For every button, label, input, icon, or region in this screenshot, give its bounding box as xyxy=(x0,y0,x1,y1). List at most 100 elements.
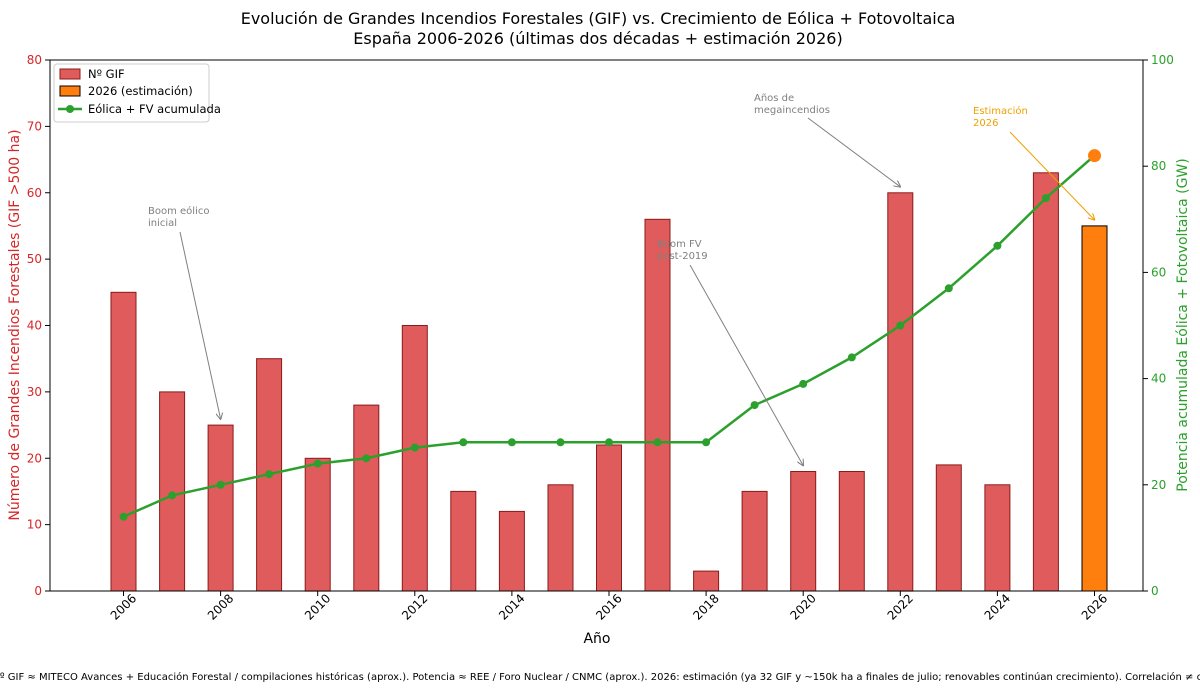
bar-2011 xyxy=(353,404,380,592)
annotation-line-2-1: Boom FV xyxy=(657,239,702,250)
annotation-line-3-1: Años de xyxy=(754,93,794,104)
annotation-line-1-1: Boom eólico xyxy=(148,205,209,217)
line-point-2024 xyxy=(993,241,1002,250)
bar-2020 xyxy=(790,471,817,592)
annotation-group: Boom eólico inicial Boom FV post-2019 Años d… xyxy=(148,93,1095,466)
annotation-line-4-1: Estimación xyxy=(973,105,1028,117)
line-point-2013 xyxy=(459,438,468,447)
bar-2024 xyxy=(984,484,1011,592)
left-y-tick-label-80: 80 xyxy=(27,53,42,67)
bar-2023 xyxy=(935,464,962,592)
legend-label-line: Eólica + FV acumulada xyxy=(88,102,221,116)
x-axis: 2006 2008 2010 2012 2014 2016 2018 2020 2022 2024… xyxy=(108,591,1110,623)
left-y-tick-label-60: 60 xyxy=(27,186,42,200)
annotation-arrow-2 xyxy=(689,264,803,466)
annotation-line-4-2: 2026 xyxy=(973,118,998,129)
annotation-text-3: Años de megaincendios xyxy=(754,93,830,116)
annotation-arrow-3 xyxy=(807,117,900,187)
annotation-text-4: Estimación 2026 xyxy=(973,105,1028,129)
line-point-2009 xyxy=(265,470,274,479)
legend: Nº GIF 2026 (estimación) Eólica + FV acu… xyxy=(53,63,221,123)
right-y-tick-label-100: 100 xyxy=(1151,53,1174,67)
x-tick-label-2024: 2024 xyxy=(982,591,1013,622)
left-y-axis-label: Número de Grandes Incendios Forestales (… xyxy=(7,129,23,520)
left-y-tick-label-20: 20 xyxy=(27,451,42,465)
bar-2006 xyxy=(110,291,137,592)
left-y-tick-label-70: 70 xyxy=(27,119,42,133)
bar-2022 xyxy=(887,192,914,592)
bar-2010 xyxy=(304,457,331,592)
bar-2008 xyxy=(207,424,234,592)
bar-2019 xyxy=(741,490,768,592)
bar-2013 xyxy=(450,490,477,592)
footer-sources: Fuentes: Nº GIF ≈ MITECO Avances + Educa… xyxy=(0,671,1200,683)
annotation-text-1: Boom eólico inicial xyxy=(148,205,209,229)
right-y-tick-label-0: 0 xyxy=(1151,584,1159,598)
x-tick-label-2012: 2012 xyxy=(399,591,430,622)
annotation-arrow-1 xyxy=(179,231,221,419)
x-tick-label-2020: 2020 xyxy=(787,591,818,622)
line-point-2014 xyxy=(507,438,516,447)
line-point-2016 xyxy=(605,438,613,447)
line-point-2017 xyxy=(653,438,662,447)
x-tick-label-2016: 2016 xyxy=(593,591,624,622)
right-y-tick-label-20: 20 xyxy=(1151,478,1166,492)
right-y-tick-label-40: 40 xyxy=(1151,372,1166,386)
line-point-2021 xyxy=(847,353,856,362)
x-tick-label-2022: 2022 xyxy=(885,591,916,622)
line-series-path xyxy=(122,197,1047,518)
chart-subtitle: España 2006-2026 (últimas dos décadas + … xyxy=(353,29,842,48)
bar-2025 xyxy=(1032,172,1059,592)
x-tick-label-2008: 2008 xyxy=(205,591,236,622)
line-point-2006 xyxy=(119,512,128,521)
line-point-2012 xyxy=(410,443,419,452)
annotation-text-2: Boom FV post-2019 xyxy=(657,239,708,262)
right-y-tick-label-60: 60 xyxy=(1151,265,1166,279)
line-point-2022 xyxy=(896,321,905,330)
line-point-2008 xyxy=(216,480,225,489)
left-y-tick-label-30: 30 xyxy=(27,385,42,399)
x-tick-label-2006: 2006 xyxy=(108,591,139,622)
left-y-tick-label-0: 0 xyxy=(34,584,42,598)
line-point-2023 xyxy=(944,284,953,293)
line-point-2020 xyxy=(799,379,808,388)
line-point-2010 xyxy=(313,459,322,468)
x-axis-label: Año xyxy=(583,631,610,647)
x-tick-label-2026: 2026 xyxy=(1079,591,1110,622)
annotation-arrow-4 xyxy=(1009,131,1095,220)
bar-2021 xyxy=(838,471,865,592)
bar-2015 xyxy=(547,484,574,592)
x-tick-label-2014: 2014 xyxy=(496,591,527,622)
legend-label-gif: Nº GIF xyxy=(88,67,125,81)
line-point-2025 xyxy=(1041,194,1050,203)
bar-estimate-2026 xyxy=(1081,225,1108,592)
line-series-group xyxy=(119,149,1101,521)
right-y-axis-label: Potencia acumulada Eólica + Fotovoltaica… xyxy=(1175,158,1191,491)
chart-title: Evolución de Grandes Incendios Forestale… xyxy=(241,9,956,28)
annotation-line-1-2: inicial xyxy=(148,218,177,229)
bar-2014 xyxy=(498,510,525,592)
legend-swatch-marker xyxy=(66,105,74,113)
line-point-2015 xyxy=(556,438,565,447)
line-point-2007 xyxy=(168,491,177,500)
line-point-2019 xyxy=(750,401,759,410)
right-y-tick-label-80: 80 xyxy=(1151,159,1166,173)
annotation-line-2-2: post-2019 xyxy=(657,251,708,262)
legend-label-estimate: 2026 (estimación) xyxy=(88,84,193,98)
left-y-axis: 0 10 20 30 40 50 60 70 80 xyxy=(27,53,50,598)
line-series-segment-estimate xyxy=(1045,154,1096,200)
left-y-tick-label-50: 50 xyxy=(27,252,42,266)
bar-2012 xyxy=(401,325,428,592)
right-y-axis: 0 20 40 60 80 100 xyxy=(1143,53,1174,598)
bar-2017 xyxy=(644,218,671,592)
line-point-estimate-2026 xyxy=(1088,149,1101,163)
legend-swatch-gif xyxy=(59,68,81,80)
left-y-tick-label-40: 40 xyxy=(27,319,42,333)
annotation-line-3-2: megaincendios xyxy=(754,105,830,116)
bar-2016 xyxy=(596,444,622,592)
x-tick-label-2010: 2010 xyxy=(302,591,333,622)
x-tick-label-2018: 2018 xyxy=(690,591,721,622)
legend-box xyxy=(53,63,210,123)
legend-swatch-estimate xyxy=(59,85,81,97)
